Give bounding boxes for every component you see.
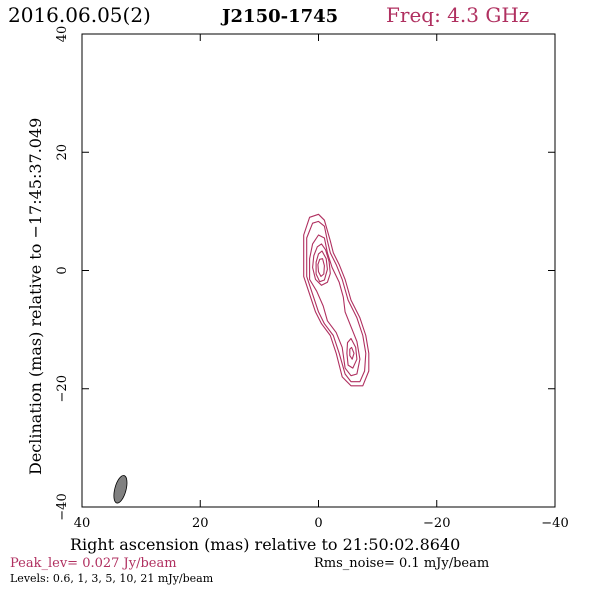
contour-1mJy	[306, 220, 367, 383]
contour-10mJy	[315, 250, 328, 283]
x-tick-label: 20	[192, 516, 209, 531]
y-tick-label: −40	[55, 493, 70, 520]
y-axis-label: Declination (mas) relative to −17:45:37.…	[26, 118, 45, 475]
x-tick-label: 40	[74, 516, 91, 531]
observation-date: 2016.06.05(2)	[8, 3, 151, 27]
y-tick-label: 0	[55, 266, 70, 274]
contour-10mJy	[349, 346, 355, 360]
axis-ticks: 40 20 0 −20 −40 −40 −20 0 20 40	[55, 26, 569, 531]
contour-3mJy	[309, 234, 361, 377]
x-axis-label: Right ascension (mas) relative to 21:50:…	[70, 535, 460, 554]
contour-0.6mJy	[303, 213, 370, 387]
y-tick-label: −20	[55, 375, 70, 402]
x-tick-label: 0	[314, 516, 322, 531]
frequency-label: Freq: 4.3 GHz	[386, 3, 529, 27]
y-tick-label: 40	[55, 26, 70, 43]
contour-lines	[303, 213, 370, 387]
source-name: J2150-1745	[220, 6, 338, 27]
contour-21mJy	[317, 258, 325, 277]
x-tick-label: −40	[541, 516, 568, 531]
y-tick-label: 20	[55, 144, 70, 161]
contour-5mJy	[346, 337, 358, 369]
contour-levels: Levels: 0.6, 1, 3, 5, 10, 21 mJy/beam	[10, 572, 214, 585]
beam-ellipse-group	[113, 475, 128, 504]
peak-level: Peak_lev= 0.027 Jy/beam	[10, 556, 177, 571]
contour-5mJy	[312, 243, 331, 286]
beam-ellipse	[113, 475, 128, 504]
x-tick-label: −20	[423, 516, 450, 531]
rms-noise: Rms_noise= 0.1 mJy/beam	[314, 556, 489, 571]
